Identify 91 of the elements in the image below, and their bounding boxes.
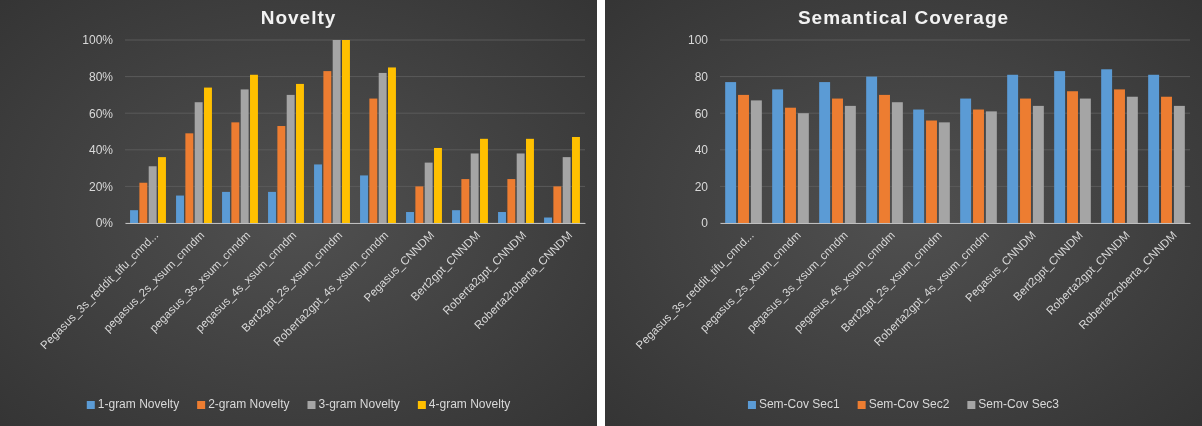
bar xyxy=(461,179,470,223)
y-tick-label: 60 xyxy=(694,106,709,121)
bar xyxy=(185,133,194,223)
bar xyxy=(176,195,184,223)
bar xyxy=(572,136,580,223)
bar xyxy=(158,157,166,223)
bar xyxy=(985,111,997,223)
bar xyxy=(844,105,856,223)
bar xyxy=(250,74,258,223)
bar xyxy=(240,89,249,223)
bar xyxy=(1126,96,1138,223)
bar xyxy=(268,191,276,223)
bar xyxy=(480,138,488,223)
bar xyxy=(1054,71,1066,223)
bar xyxy=(323,71,332,223)
legend-label: Sem-Cov Sec2 xyxy=(868,397,950,411)
bar xyxy=(204,87,212,223)
bar xyxy=(913,109,925,223)
y-tick-label: 100% xyxy=(82,33,114,48)
bar xyxy=(369,98,378,223)
bar xyxy=(296,83,304,223)
bar xyxy=(222,191,230,223)
legend-label: 4-gram Novelty xyxy=(428,397,511,411)
bar xyxy=(819,82,831,223)
y-tick-label: 80% xyxy=(88,69,114,84)
bar xyxy=(797,113,809,223)
bar xyxy=(452,210,460,223)
bar xyxy=(194,102,203,223)
y-tick-label: 20 xyxy=(694,179,709,194)
chart-title: Semantical Coverage xyxy=(797,7,1010,28)
legend-label: Sem-Cov Sec3 xyxy=(978,397,1060,411)
y-tick-label: 100 xyxy=(687,33,709,48)
bar xyxy=(470,153,479,223)
bar xyxy=(231,122,240,223)
bar xyxy=(1007,74,1019,223)
bar xyxy=(1148,74,1160,223)
bar xyxy=(148,166,157,223)
bar xyxy=(544,217,552,223)
chart-title: Novelty xyxy=(260,7,337,28)
y-tick-label: 0% xyxy=(95,216,114,231)
legend-label: 3-gram Novelty xyxy=(318,397,400,411)
bar xyxy=(388,67,396,223)
bar xyxy=(424,162,433,223)
y-tick-label: 40 xyxy=(694,143,709,158)
bar xyxy=(553,186,562,223)
y-tick-label: 40% xyxy=(88,143,114,158)
bar xyxy=(314,164,322,223)
bar xyxy=(507,179,516,223)
y-tick-label: 80 xyxy=(694,69,709,84)
legend-label: 1-gram Novelty xyxy=(97,397,180,411)
bar xyxy=(772,89,784,223)
bar xyxy=(866,76,878,223)
bar xyxy=(130,210,138,223)
y-tick-label: 0 xyxy=(701,216,709,231)
bar xyxy=(1079,98,1091,223)
bar xyxy=(1032,105,1044,223)
bar xyxy=(516,153,525,223)
bar xyxy=(926,120,937,223)
bar xyxy=(938,122,950,223)
bar xyxy=(498,212,506,223)
bar xyxy=(1101,69,1113,223)
legend-label: 2-gram Novelty xyxy=(208,397,290,411)
bar xyxy=(342,40,350,223)
bar xyxy=(1020,98,1031,223)
bar xyxy=(562,157,571,223)
bar xyxy=(277,126,286,223)
bar xyxy=(434,147,442,223)
bar xyxy=(415,186,424,223)
bar xyxy=(286,94,295,223)
bar xyxy=(891,102,903,223)
bar xyxy=(832,98,843,223)
bar xyxy=(879,94,890,223)
bar xyxy=(785,107,796,223)
bar xyxy=(1161,96,1172,223)
bar xyxy=(1067,91,1078,223)
y-tick-label: 20% xyxy=(88,179,114,194)
bar xyxy=(332,40,341,223)
bar xyxy=(960,98,972,223)
y-tick-label: 60% xyxy=(88,106,114,121)
bar xyxy=(526,138,534,223)
bar xyxy=(1114,89,1125,223)
bar xyxy=(1173,105,1185,223)
bar xyxy=(378,72,387,223)
bar xyxy=(738,94,749,223)
bar xyxy=(750,100,762,223)
bar xyxy=(973,109,984,223)
bar xyxy=(360,175,368,223)
bar xyxy=(725,82,737,223)
bar xyxy=(406,212,414,223)
legend-label: Sem-Cov Sec1 xyxy=(758,397,840,411)
bar xyxy=(139,182,148,223)
